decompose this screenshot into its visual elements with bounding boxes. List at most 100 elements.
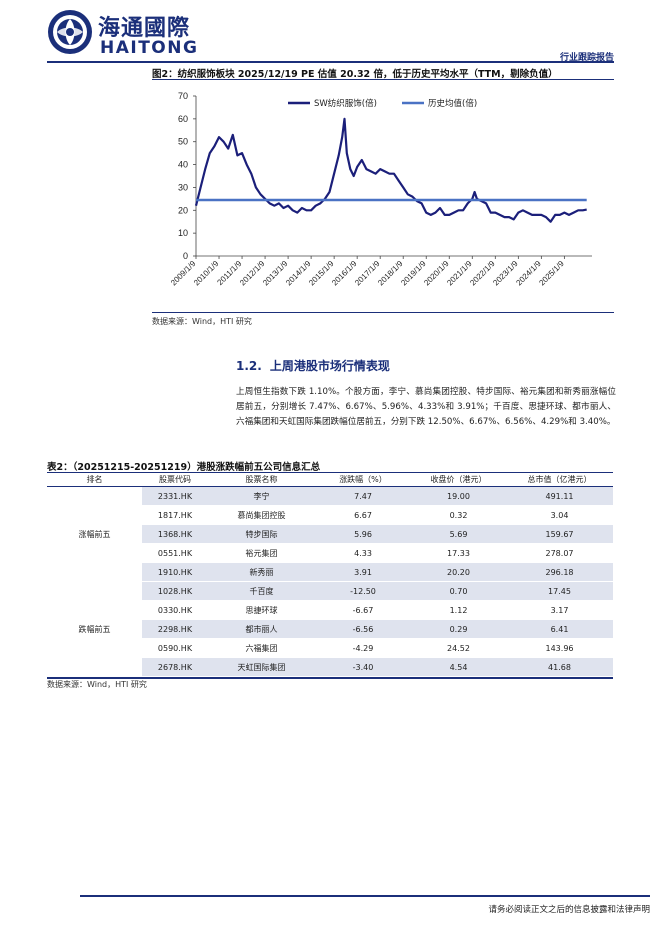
figure-caption-rule bbox=[152, 79, 614, 80]
cell-code: 2678.HK bbox=[142, 657, 208, 677]
table-row: 2678.HK 天虹国际集团 -3.40 4.54 41.68 bbox=[47, 657, 613, 677]
cell-close: 20.20 bbox=[411, 562, 506, 582]
table-caption: 表2：（20251215-20251219）港股涨跌幅前五公司信息汇总 bbox=[47, 462, 321, 473]
x-tick-label: 2025/1/9 bbox=[537, 259, 566, 288]
y-tick-label: 60 bbox=[178, 114, 188, 124]
cell-close: 0.32 bbox=[411, 505, 506, 525]
table-row: 跌幅前五 1028.HK 千百度 -12.50 0.70 17.45 bbox=[47, 581, 613, 677]
cell-mktcap: 143.96 bbox=[506, 638, 613, 658]
table-header-row: 排名 股票代码 股票名称 涨跌幅（%） 收盘价（港元） 总市值（亿港元） bbox=[47, 472, 613, 487]
table-row: 0551.HK 裕元集团 4.33 17.33 278.07 bbox=[47, 543, 613, 563]
table-row: 2298.HK 都市丽人 -6.56 0.29 6.41 bbox=[47, 619, 613, 639]
cell-change: -3.40 bbox=[315, 657, 411, 677]
movers-table: 排名 股票代码 股票名称 涨跌幅（%） 收盘价（港元） 总市值（亿港元） 涨幅前… bbox=[47, 472, 613, 677]
cell-change: -4.29 bbox=[315, 638, 411, 658]
cell-change: -6.56 bbox=[315, 619, 411, 639]
cell-close: 1.12 bbox=[411, 600, 506, 620]
y-tick-label: 30 bbox=[178, 182, 188, 192]
y-tick-label: 0 bbox=[183, 251, 188, 261]
y-tick-label: 10 bbox=[178, 228, 188, 238]
legend-label: SW纺织服饰(倍) bbox=[314, 98, 377, 109]
header-rule bbox=[47, 61, 614, 63]
y-tick-label: 50 bbox=[178, 137, 188, 147]
cell-name: 裕元集团 bbox=[208, 543, 315, 563]
cell-name: 新秀丽 bbox=[208, 562, 315, 582]
cell-mktcap: 491.11 bbox=[506, 486, 613, 506]
group-label: 涨幅前五 bbox=[47, 486, 142, 582]
footer-disclaimer: 请务必阅读正文之后的信息披露和法律声明 bbox=[488, 905, 650, 915]
y-tick-label: 40 bbox=[178, 160, 188, 170]
cell-mktcap: 6.41 bbox=[506, 619, 613, 639]
chart-axes: 0102030405060702009/1/92010/1/92011/1/92… bbox=[169, 91, 592, 287]
cell-name: 李宁 bbox=[208, 486, 315, 506]
haitong-logo: 海通國際 HAITONG bbox=[46, 8, 206, 58]
cell-code: 2331.HK bbox=[142, 486, 208, 506]
figure-source: 数据来源：Wind，HTI 研究 bbox=[152, 317, 252, 326]
header-mktcap: 总市值（亿港元） bbox=[506, 472, 613, 487]
cell-mktcap: 278.07 bbox=[506, 543, 613, 563]
cell-name: 六福集团 bbox=[208, 638, 315, 658]
cell-change: -12.50 bbox=[315, 581, 411, 601]
chart-legend: SW纺织服饰(倍) 历史均值(倍) bbox=[288, 98, 477, 109]
table-source: 数据来源：Wind，HTI 研究 bbox=[47, 680, 147, 689]
section-paragraph: 上周恒生指数下跌 1.10%。个股方面，李宁、慕尚集团控股、特步国际、裕元集团和… bbox=[236, 387, 616, 427]
cell-mktcap: 3.04 bbox=[506, 505, 613, 525]
figure-source-rule bbox=[152, 312, 614, 313]
cell-name: 慕尚集团控股 bbox=[208, 505, 315, 525]
cell-change: 7.47 bbox=[315, 486, 411, 506]
section-number: 1.2. bbox=[236, 359, 262, 373]
header-rank: 排名 bbox=[47, 472, 142, 487]
table-bottom-rule bbox=[47, 677, 613, 679]
cell-close: 24.52 bbox=[411, 638, 506, 658]
cell-code: 0551.HK bbox=[142, 543, 208, 563]
y-tick-label: 20 bbox=[178, 205, 188, 215]
section-title: 上周港股市场行情表现 bbox=[269, 359, 390, 373]
section-heading: 1.2. 上周港股市场行情表现 bbox=[236, 357, 390, 374]
table-row: 1910.HK 新秀丽 3.91 20.20 296.18 bbox=[47, 562, 613, 582]
x-tick-label: 2010/1/9 bbox=[192, 259, 221, 288]
group-label: 跌幅前五 bbox=[47, 581, 142, 677]
cell-mktcap: 3.17 bbox=[506, 600, 613, 620]
table-row: 0330.HK 思捷环球 -6.67 1.12 3.17 bbox=[47, 600, 613, 620]
y-tick-label: 70 bbox=[178, 91, 188, 101]
cell-close: 0.29 bbox=[411, 619, 506, 639]
cell-close: 0.70 bbox=[411, 581, 506, 601]
report-type-label: 行业跟踪报告 bbox=[559, 53, 614, 63]
header-name: 股票名称 bbox=[208, 472, 315, 487]
haitong-emblem-icon bbox=[48, 10, 92, 54]
header-change: 涨跌幅（%） bbox=[315, 472, 411, 487]
cell-code: 0330.HK bbox=[142, 600, 208, 620]
cell-mktcap: 41.68 bbox=[506, 657, 613, 677]
cell-change: -6.67 bbox=[315, 600, 411, 620]
pe-valuation-chart: 0102030405060702009/1/92010/1/92011/1/92… bbox=[169, 91, 592, 287]
footer-rule bbox=[80, 895, 650, 897]
table-row: 涨幅前五 2331.HK 李宁 7.47 19.00 491.11 bbox=[47, 486, 613, 582]
cell-close: 5.69 bbox=[411, 524, 506, 544]
cell-close: 4.54 bbox=[411, 657, 506, 677]
cell-code: 1368.HK bbox=[142, 524, 208, 544]
legend-label: 历史均值(倍) bbox=[428, 98, 477, 109]
cell-code: 0590.HK bbox=[142, 638, 208, 658]
cell-name: 思捷环球 bbox=[208, 600, 315, 620]
table-row: 1368.HK 特步国际 5.96 5.69 159.67 bbox=[47, 524, 613, 544]
header-code: 股票代码 bbox=[142, 472, 208, 487]
cell-code: 1910.HK bbox=[142, 562, 208, 582]
cell-name: 千百度 bbox=[208, 581, 315, 601]
cell-change: 4.33 bbox=[315, 543, 411, 563]
table-row: 1817.HK 慕尚集团控股 6.67 0.32 3.04 bbox=[47, 505, 613, 525]
cell-mktcap: 296.18 bbox=[506, 562, 613, 582]
figure-caption: 图2：纺织服饰板块 2025/12/19 PE 估值 20.32 倍，低于历史平… bbox=[152, 69, 558, 80]
cell-code: 2298.HK bbox=[142, 619, 208, 639]
cell-change: 6.67 bbox=[315, 505, 411, 525]
cell-code: 1028.HK bbox=[142, 581, 208, 601]
cell-change: 3.91 bbox=[315, 562, 411, 582]
cell-close: 17.33 bbox=[411, 543, 506, 563]
series-line-sw-textile bbox=[194, 117, 587, 223]
logo-chinese-name: 海通國際 bbox=[98, 16, 191, 41]
cell-change: 5.96 bbox=[315, 524, 411, 544]
cell-close: 19.00 bbox=[411, 486, 506, 506]
cell-mktcap: 17.45 bbox=[506, 581, 613, 601]
logo-english-name: HAITONG bbox=[100, 38, 199, 58]
cell-name: 天虹国际集团 bbox=[208, 657, 315, 677]
cell-name: 特步国际 bbox=[208, 524, 315, 544]
